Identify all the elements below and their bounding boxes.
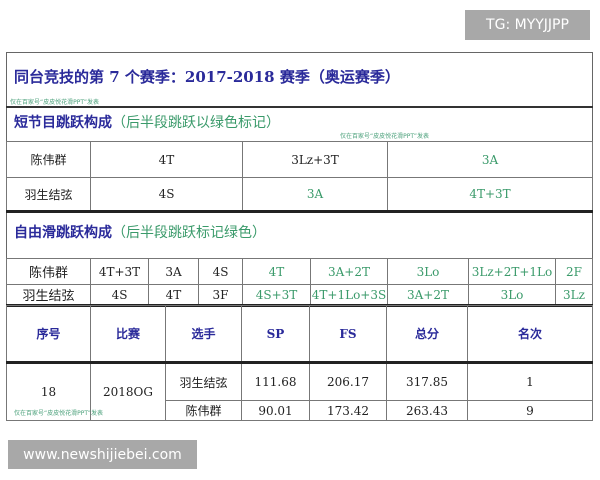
col-header: 选手 (165, 305, 242, 363)
table-row: 18 2018OG 羽生结弦 111.68 206.17 317.85 1 (6, 362, 593, 421)
jump: 4T (90, 141, 243, 178)
free-heading-text: 自由滑跳跃构成 (14, 225, 112, 241)
doc-watermark: 仅在百家号“皮皮悦花滑PPT”发表 (340, 133, 429, 140)
table-row: 陈伟群 4T 3Lz+3T 3A (6, 141, 593, 178)
free-note: （后半段跳跃标记绿色） (112, 225, 266, 241)
rank: 1 (467, 362, 593, 401)
watermark-bottom: www.newshijiebei.com (8, 440, 197, 469)
sp-score: 90.01 (241, 400, 310, 421)
skater-name: 陈伟群 (6, 141, 91, 178)
jump: 3A (148, 258, 199, 285)
jump: 3Lo (387, 258, 469, 285)
short-program-table: 陈伟群 4T 3Lz+3T 3A 羽生结弦 4S 3A 4T+3T (6, 141, 593, 213)
jump: 4S (90, 177, 243, 212)
fs-score: 173.42 (309, 400, 387, 421)
total-score: 263.43 (386, 400, 468, 421)
rank: 9 (467, 400, 593, 421)
fs-score: 206.17 (309, 362, 387, 401)
jump: 3A (242, 177, 388, 212)
jump: 3F (198, 284, 243, 306)
season-number: 18 (6, 362, 91, 421)
skater-name: 羽生结弦 (6, 284, 91, 306)
jump: 3Lz+2T+1Lo (468, 258, 556, 285)
jump: 3Lz (555, 284, 593, 306)
col-header: 名次 (467, 305, 593, 363)
jump: 3A+2T (387, 284, 469, 306)
free-heading: 自由滑跳跃构成（后半段跳跃标记绿色） (14, 222, 266, 242)
event: 2018OG (90, 362, 166, 421)
jump: 4T+3T (90, 258, 149, 285)
page-title: 同台竞技的第 7 个赛季：2017-2018 赛季（奥运赛季） (14, 68, 400, 86)
col-header: 比赛 (90, 305, 166, 363)
short-heading: 短节目跳跃构成（后半段跳跃以绿色标记） (14, 112, 280, 132)
doc-watermark: 仅在百家号“皮皮悦花滑PPT”发表 (10, 99, 99, 106)
jump: 4T (242, 258, 311, 285)
table-row: 羽生结弦 4S 3A 4T+3T (6, 177, 593, 212)
col-header: 序号 (6, 305, 91, 363)
col-header: SP (241, 305, 310, 363)
skater: 羽生结弦 (165, 362, 242, 401)
col-header: 总分 (386, 305, 468, 363)
jump: 4S (90, 284, 149, 306)
table-row: 陈伟群 90.01 173.42 263.43 9 (7, 400, 593, 421)
document-frame (6, 52, 593, 421)
col-header: FS (309, 305, 387, 363)
header-row: 序号 比赛 选手 SP FS 总分 名次 (6, 305, 593, 363)
short-heading-text: 短节目跳跃构成 (14, 115, 112, 131)
results-table: 序号 比赛 选手 SP FS 总分 名次 18 2018OG 羽生结弦 111.68 206.17 3… (6, 305, 593, 421)
skater-name: 陈伟群 (6, 258, 91, 285)
sp-score: 111.68 (241, 362, 310, 401)
skater: 陈伟群 (165, 400, 242, 421)
watermark-top: TG: MYYJJPP (465, 10, 590, 40)
jump: 3A (387, 141, 593, 178)
doc-watermark: 仅在百家号“皮皮悦花滑PPT”发表 (14, 410, 103, 417)
jump: 3A+2T (310, 258, 388, 285)
free-skate-table: 陈伟群 4T+3T 3A 4S 4T 3A+2T 3Lo 3Lz+2T+1Lo 2F 羽生结弦 4… (6, 258, 593, 307)
short-note: （后半段跳跃以绿色标记） (112, 115, 280, 131)
jump: 4S (198, 258, 243, 285)
jump: 4T+1Lo+3S (310, 284, 388, 306)
skater-name: 羽生结弦 (6, 177, 91, 212)
table-row: 陈伟群 4T+3T 3A 4S 4T 3A+2T 3Lo 3Lz+2T+1Lo 2F (6, 258, 593, 285)
divider (6, 106, 593, 108)
jump: 4T+3T (387, 177, 593, 212)
table-row: 羽生结弦 4S 4T 3F 4S+3T 4T+1Lo+3S 3A+2T 3Lo 3Lz (6, 284, 593, 306)
jump: 4T (148, 284, 199, 306)
jump: 4S+3T (242, 284, 311, 306)
total-score: 317.85 (386, 362, 468, 401)
jump: 2F (555, 258, 593, 285)
jump: 3Lo (468, 284, 556, 306)
jump: 3Lz+3T (242, 141, 388, 178)
